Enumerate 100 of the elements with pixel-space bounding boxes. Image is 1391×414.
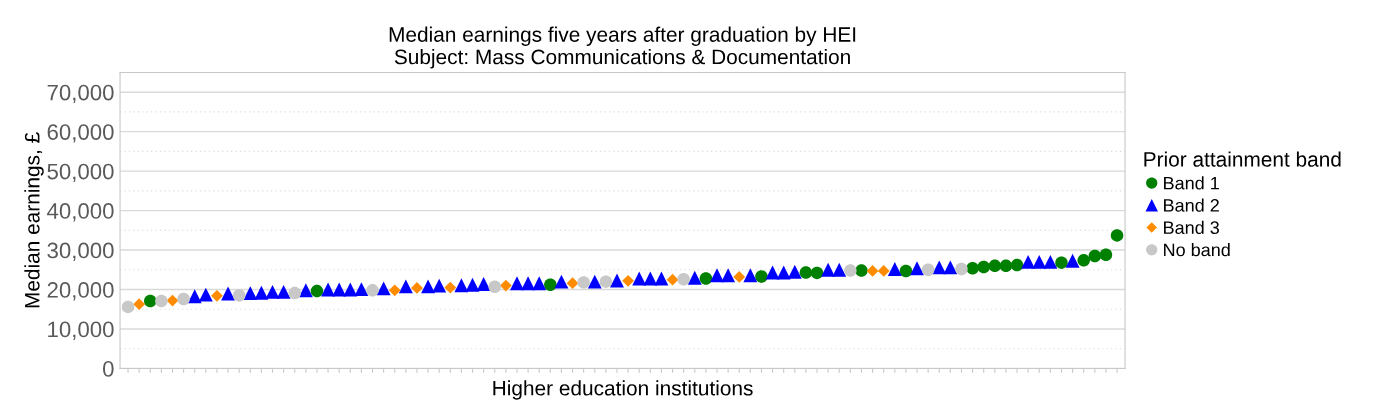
point [432,278,447,293]
point [488,280,501,294]
point [465,277,480,292]
point [677,273,690,286]
point [288,286,301,300]
point [476,277,491,291]
x-axis-title: Higher education institutions [493,380,753,400]
point [810,266,824,280]
point [321,282,336,297]
y-tick-label: 50,000 [47,163,114,183]
point [421,279,436,294]
point [177,292,190,306]
point [155,294,168,308]
legend-label: Band 2 [1164,198,1219,212]
point [444,281,457,294]
legend-label: Band 3 [1164,220,1219,235]
point [133,298,146,311]
point [1099,248,1113,262]
point [733,271,746,283]
point [999,259,1013,273]
point [599,275,613,288]
point [587,274,602,289]
y-tick-label: 70,000 [47,84,114,104]
point [921,263,935,277]
point [454,278,469,293]
point [544,278,557,292]
point [654,271,669,286]
point [577,276,590,289]
point [966,261,979,275]
point [554,274,569,289]
point [832,262,847,277]
point [799,266,813,279]
legend-label: No band [1164,243,1230,257]
y-tick-label: 20,000 [47,282,114,301]
point [765,265,780,280]
point [1110,229,1124,242]
point [198,287,213,302]
point [977,260,990,274]
point [699,272,713,285]
point [1032,254,1047,269]
point [610,273,624,288]
point [254,285,269,300]
point [844,264,857,277]
point [121,300,135,314]
point [755,270,768,283]
y-tick-label: 60,000 [47,124,114,143]
point [866,265,879,277]
point [743,268,758,283]
point [232,289,246,302]
y-tick-label: 30,000 [47,242,114,261]
point [376,281,391,296]
point [877,265,890,277]
point [332,282,347,297]
point [187,289,202,304]
point [298,283,313,298]
point [855,264,868,277]
point [710,268,724,283]
point [988,259,1002,273]
point [521,276,536,291]
point [310,284,324,298]
point [1077,254,1090,267]
legend-title: Prior attainment band [1144,151,1341,167]
point [955,262,968,276]
legend-label: Band 1 [1164,176,1219,190]
point [532,276,547,291]
point [499,279,512,292]
point [787,264,802,279]
point [687,270,702,285]
point [821,262,836,277]
point [910,261,924,276]
point [265,284,280,299]
point [721,268,736,283]
point [211,289,223,302]
point [1088,249,1102,263]
point [221,286,235,301]
point [932,260,947,275]
point [366,284,379,297]
y-tick-label: 40,000 [47,203,114,222]
point [622,274,634,287]
chart-title: Median earnings five years after graduation by HEI Subject: Mass Communications & Documentation [389,26,856,69]
point [510,276,524,291]
point [1021,254,1036,269]
y-axis-title: Median earnings, £ [24,132,44,308]
point [388,284,401,297]
point [1043,254,1058,269]
point [899,264,913,278]
point [398,279,413,294]
point [343,282,358,297]
y-tick-label: 10,000 [48,321,114,340]
point [1055,256,1068,269]
point [943,260,958,275]
point [144,294,157,308]
point [632,271,647,286]
point [1010,258,1024,272]
point [276,284,291,299]
point [643,271,658,286]
point [1065,253,1080,268]
point [666,273,679,286]
point [566,277,579,290]
point [243,286,258,301]
